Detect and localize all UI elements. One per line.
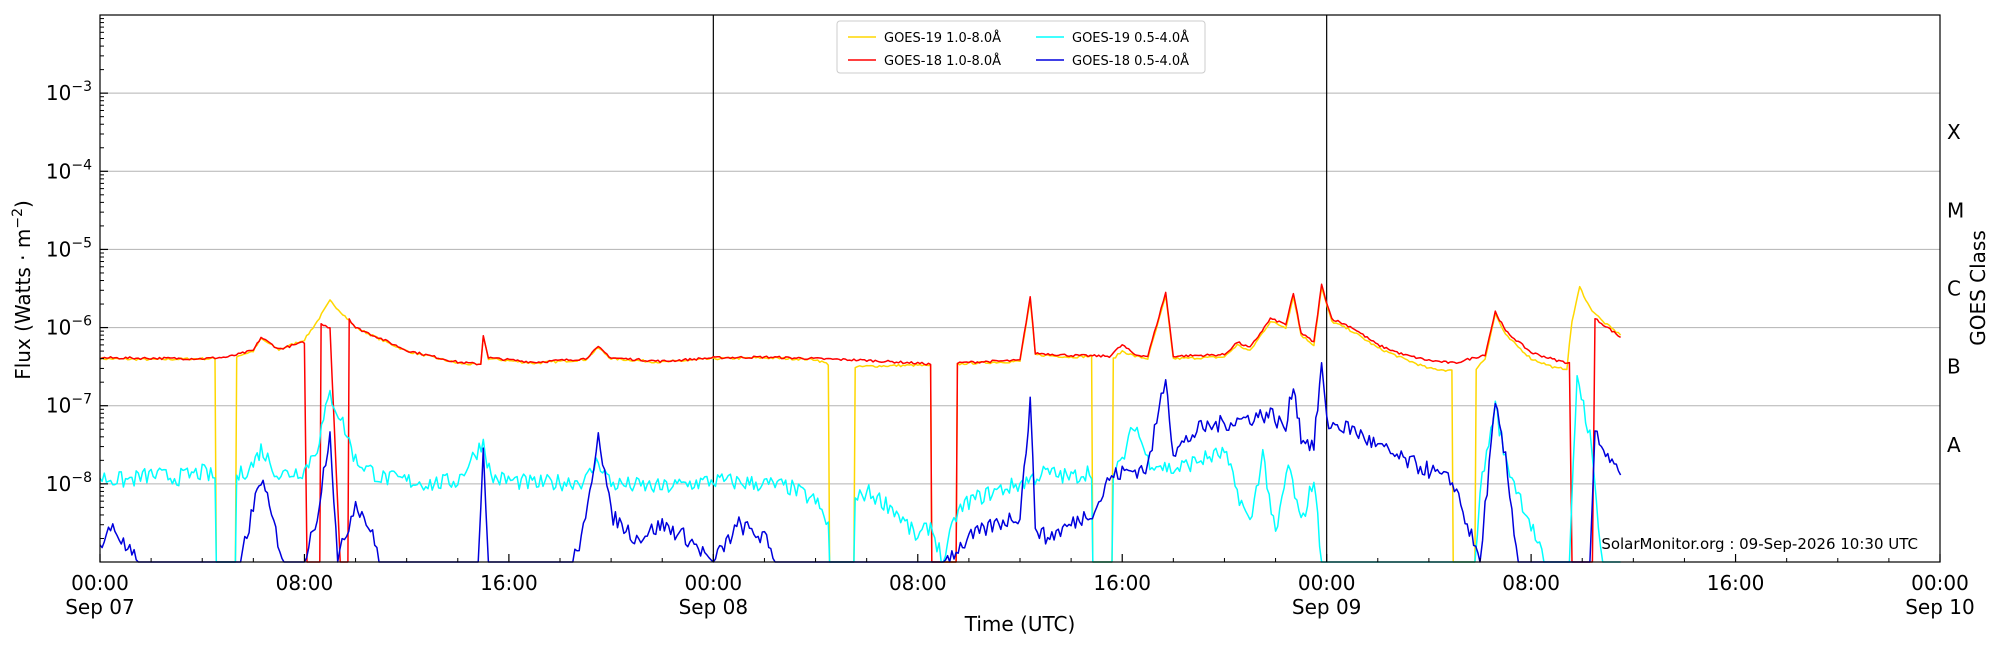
- x-tick-time-0: 00:00: [71, 571, 129, 595]
- x-tick-time-8: 16:00: [1707, 571, 1765, 595]
- plot-frame: [99, 14, 1941, 563]
- series-line-1: [99, 283, 1621, 563]
- x-tick-time-7: 08:00: [1502, 571, 1560, 595]
- y-tick-label-2: 10−5: [46, 235, 92, 261]
- credit-text: SolarMonitor.org : 09-Sep-2026 10:30 UTC: [1601, 535, 1918, 553]
- legend-items: GOES-19 1.0-8.0Å GOES-19 0.5-4.0Å GOES-18 …: [848, 30, 1189, 69]
- x-tick-date-6: Sep 09: [1292, 595, 1362, 619]
- x-tick-time-9: 00:00: [1911, 571, 1969, 595]
- legend-label-2: GOES-19 0.5-4.0Å: [1072, 30, 1189, 46]
- goes-class-x: X: [1947, 120, 1961, 144]
- x-tick-date-3: Sep 08: [679, 595, 749, 619]
- goes-class-m: M: [1947, 198, 1964, 222]
- legend-box: [836, 20, 1206, 74]
- day-boundary-lines: [712, 15, 1328, 562]
- x-tick-time-6: 00:00: [1298, 571, 1356, 595]
- x-axis-title: Time (UTC): [964, 612, 1076, 636]
- x-tick-time-2: 16:00: [480, 571, 538, 595]
- y-tick-label-3: 10−6: [46, 314, 92, 340]
- x-tick-time-5: 16:00: [1093, 571, 1151, 595]
- x-tick-time-1: 08:00: [276, 571, 334, 595]
- axis-ticks: [99, 18, 1941, 562]
- x-tick-date-9: Sep 10: [1905, 595, 1975, 619]
- y-axis-title: Flux (Watts · m−2): [10, 200, 35, 380]
- x-tick-time-4: 08:00: [889, 571, 947, 595]
- goes-class-a: A: [1947, 433, 1961, 457]
- x-tick-time-3: 00:00: [685, 571, 743, 595]
- series-lines: [99, 283, 1622, 563]
- y-tick-label-0: 10−3: [46, 79, 92, 105]
- legend-label-0: GOES-19 1.0-8.0Å: [884, 30, 1001, 46]
- series-line-2: [99, 374, 1621, 563]
- y-tick-labels: 10−3 10−4 10−5 10−6 10−7 10−8: [46, 79, 92, 496]
- y-tick-label-1: 10−4: [46, 157, 92, 183]
- legend: GOES-19 1.0-8.0Å GOES-19 0.5-4.0Å GOES-18 …: [836, 20, 1206, 74]
- y-tick-label-5: 10−8: [46, 470, 92, 496]
- x-tick-date-0: Sep 07: [65, 595, 135, 619]
- series-line-3: [99, 362, 1622, 563]
- legend-label-1: GOES-18 1.0-8.0Å: [884, 53, 1001, 69]
- y-tick-label-4: 10−7: [46, 392, 92, 418]
- goes-class-title: GOES Class: [1966, 230, 1990, 346]
- goes-class-b: B: [1947, 355, 1961, 379]
- grid-lines: [100, 92, 1940, 485]
- goes-class-c: C: [1947, 277, 1961, 301]
- legend-label-3: GOES-18 0.5-4.0Å: [1072, 53, 1189, 69]
- goes-class-labels: X M C B A: [1947, 120, 1964, 457]
